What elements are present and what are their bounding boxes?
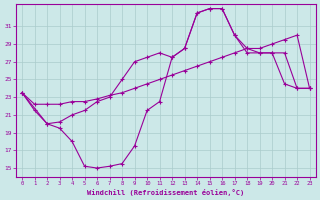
X-axis label: Windchill (Refroidissement éolien,°C): Windchill (Refroidissement éolien,°C): [87, 189, 244, 196]
